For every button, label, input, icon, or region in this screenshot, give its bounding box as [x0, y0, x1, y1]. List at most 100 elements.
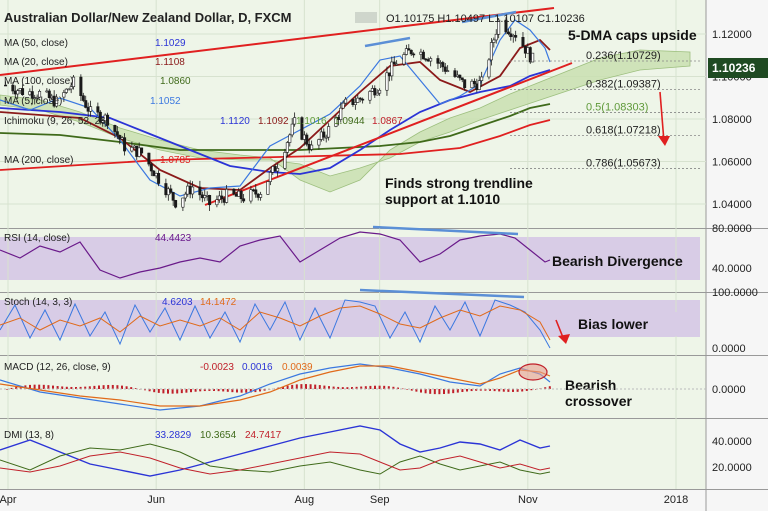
- candle-body: [113, 124, 117, 132]
- macd-bar: [15, 386, 18, 389]
- candle-body: [81, 95, 85, 101]
- macd-bar: [438, 389, 441, 395]
- candle-body: [276, 168, 280, 172]
- candle-body: [514, 35, 518, 38]
- macd-bar: [498, 389, 501, 392]
- candle-body: [385, 72, 389, 91]
- macd-bar: [378, 385, 381, 389]
- macd-bar: [286, 385, 289, 389]
- candle-body: [198, 186, 202, 196]
- candle-body: [140, 147, 144, 154]
- candle-body: [327, 126, 331, 138]
- chart-title: Australian Dollar/New Zealand Dollar, D,…: [4, 10, 292, 25]
- candle-body: [307, 144, 311, 150]
- candle-body: [470, 80, 474, 89]
- candle-body: [407, 48, 411, 51]
- legend-label: MA (50, close): [4, 38, 68, 49]
- macd-bar: [130, 387, 133, 389]
- macd-bar: [374, 385, 376, 389]
- candle-body: [259, 194, 263, 198]
- candle-body: [188, 185, 192, 195]
- last-price: 1.10236: [712, 61, 756, 75]
- trendline-annotation-line2: support at 1.1010: [385, 191, 500, 207]
- macd-bar: [98, 385, 100, 389]
- candle-body: [506, 31, 510, 35]
- legend-value: 1.1052: [150, 96, 181, 107]
- candle-body: [4, 84, 8, 87]
- candle-body: [30, 91, 34, 99]
- macd-bar: [88, 386, 91, 389]
- ma100-line: [0, 103, 551, 151]
- candle-body: [438, 62, 442, 64]
- macd-bar: [70, 386, 73, 389]
- macd-bar: [162, 389, 165, 394]
- legend-value: 1.0944: [334, 116, 365, 127]
- fib-label: 0.786(1.05673): [586, 157, 661, 169]
- macd-bar: [190, 389, 192, 393]
- candle-body: [242, 198, 246, 202]
- candle-body: [217, 195, 221, 200]
- macd-bar: [318, 385, 321, 389]
- macd-bar: [475, 389, 478, 391]
- rsi-band: [0, 237, 700, 280]
- macd-bar: [424, 389, 427, 394]
- candle-body: [324, 136, 328, 139]
- macd-bar: [231, 389, 234, 393]
- candle-body: [409, 49, 413, 55]
- candles: [4, 17, 535, 212]
- dmi-tick-40: 40.0000: [712, 436, 752, 448]
- down-arrow-icon-2: [555, 319, 570, 344]
- candle-body: [18, 88, 22, 91]
- candle-body: [149, 163, 153, 172]
- candle-body: [300, 117, 304, 140]
- candle-body: [166, 188, 170, 196]
- candle-body: [293, 117, 297, 125]
- dmi-plus-line: [0, 425, 551, 477]
- macd-bar: [38, 384, 41, 389]
- candle-body: [302, 134, 306, 140]
- candle-body: [404, 48, 408, 55]
- macd-bar: [171, 389, 174, 394]
- candle-body: [271, 166, 275, 173]
- legend-value: 1.0860: [160, 76, 191, 87]
- highlight-line-price-2: [461, 10, 517, 24]
- trendline-annotation-line1: Finds strong trendline: [385, 175, 533, 191]
- candle-body: [472, 80, 476, 85]
- macd-bar: [75, 387, 77, 389]
- macd-bar: [355, 386, 358, 389]
- candle-body: [356, 97, 360, 103]
- macd-bar: [295, 384, 298, 389]
- rsi-value: 44.4423: [155, 233, 192, 244]
- dmi-minus: 10.3654: [200, 430, 237, 441]
- candle-body: [118, 135, 122, 140]
- rsi-divergence-line: [372, 225, 519, 236]
- macd-signal-value: 0.0039: [282, 362, 313, 373]
- candle-body: [249, 189, 253, 202]
- macd-bar: [466, 389, 468, 392]
- candle-body: [86, 107, 90, 112]
- candle-body: [157, 172, 161, 184]
- candle-body: [215, 199, 219, 206]
- macd-bar: [6, 389, 8, 390]
- macd-bar: [337, 386, 340, 389]
- candle-body: [310, 144, 314, 150]
- candle-body: [458, 74, 462, 79]
- candle-body: [339, 107, 343, 120]
- fib-label: 0.618(1.07218): [586, 125, 661, 137]
- time-tick-label: Aug: [295, 494, 315, 506]
- candle-body: [98, 111, 102, 123]
- macd-bar: [397, 387, 399, 389]
- candle-body: [137, 147, 141, 157]
- candle-body: [16, 90, 20, 95]
- macd-bar: [323, 385, 326, 389]
- macd-bar: [512, 389, 514, 392]
- macd-bar: [489, 389, 491, 391]
- candle-body: [460, 77, 464, 80]
- candle-body: [504, 19, 508, 33]
- candle-body: [106, 114, 110, 126]
- macd-label: MACD (12, 26, close, 9): [4, 362, 111, 373]
- header-controls[interactable]: [355, 12, 377, 23]
- macd-bar: [461, 389, 464, 393]
- candle-body: [285, 142, 289, 153]
- lower-trendline: [204, 62, 573, 206]
